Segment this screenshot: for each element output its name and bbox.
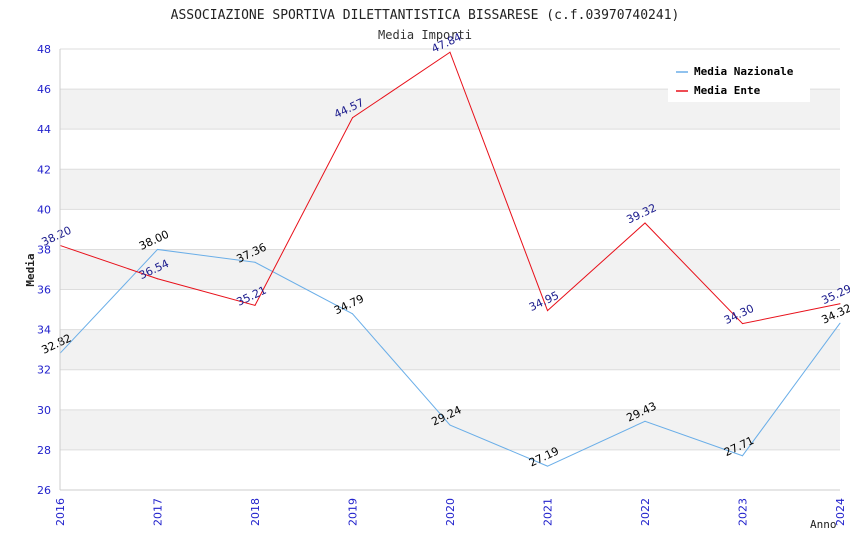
data-label: 38.20 (39, 224, 73, 249)
series-group (59, 51, 841, 467)
data-point (254, 261, 256, 263)
y-tick-label: 32 (37, 364, 51, 377)
data-point (644, 222, 646, 224)
data-point (547, 465, 548, 467)
data-point (352, 117, 353, 119)
data-point (449, 424, 451, 426)
x-tick-label: 2021 (542, 498, 555, 526)
data-point (254, 304, 256, 306)
grid-band (60, 169, 840, 210)
data-point (449, 51, 451, 53)
x-tick-label: 2020 (444, 498, 457, 526)
gridlines (60, 48, 840, 491)
x-tick-label: 2019 (347, 498, 360, 526)
y-tick-label: 40 (37, 203, 51, 216)
grid-band (60, 409, 840, 450)
legend-label-media-ente: Media Ente (694, 84, 761, 97)
grid-band (60, 249, 840, 290)
y-axis-label: Media (24, 253, 37, 286)
legend-label-media-nazionale: Media Nazionale (694, 65, 794, 78)
data-point (742, 455, 743, 457)
data-point (839, 303, 841, 305)
background-bands (60, 89, 840, 450)
x-tick-label: 2023 (737, 498, 750, 526)
data-point (742, 323, 743, 325)
y-tick-label: 28 (37, 444, 51, 457)
data-label: 34.30 (722, 302, 756, 327)
x-tick-label: 2022 (639, 498, 652, 526)
y-tick-label: 46 (37, 83, 51, 96)
y-tick-label: 38 (37, 243, 51, 256)
grid-band (60, 329, 840, 370)
y-tick-label: 34 (37, 324, 51, 337)
data-point (547, 310, 548, 312)
y-tick-label: 42 (37, 163, 51, 176)
y-tick-label: 44 (37, 123, 51, 136)
x-axis-ticks: 2016 2017 2018 2019 2020 2021 2022 2023 2024 (54, 498, 847, 526)
data-point (157, 248, 158, 250)
legend-background (668, 60, 810, 102)
data-point (644, 420, 646, 422)
chart-title: ASSOCIAZIONE SPORTIVA DILETTANTISTICA BI… (171, 8, 680, 23)
data-point (839, 322, 841, 324)
chart-subtitle: Media Importi (378, 28, 472, 42)
data-point (157, 278, 158, 280)
y-tick-label: 36 (37, 284, 51, 297)
x-tick-label: 2024 (834, 498, 847, 526)
x-tick-label: 2016 (54, 498, 67, 526)
x-tick-label: 2018 (249, 498, 262, 526)
y-tick-label: 30 (37, 404, 51, 417)
y-axis-ticks: 26 28 30 32 34 36 38 40 42 44 46 48 (37, 43, 51, 497)
y-tick-label: 48 (37, 43, 51, 56)
y-tick-label: 26 (37, 484, 51, 497)
data-label: 34.79 (332, 292, 366, 317)
data-label: 34.95 (527, 289, 561, 314)
x-axis-label: Anno (810, 518, 837, 531)
data-point (352, 313, 353, 315)
x-tick-label: 2017 (152, 498, 165, 526)
legend: Media Nazionale Media Ente (668, 60, 810, 102)
